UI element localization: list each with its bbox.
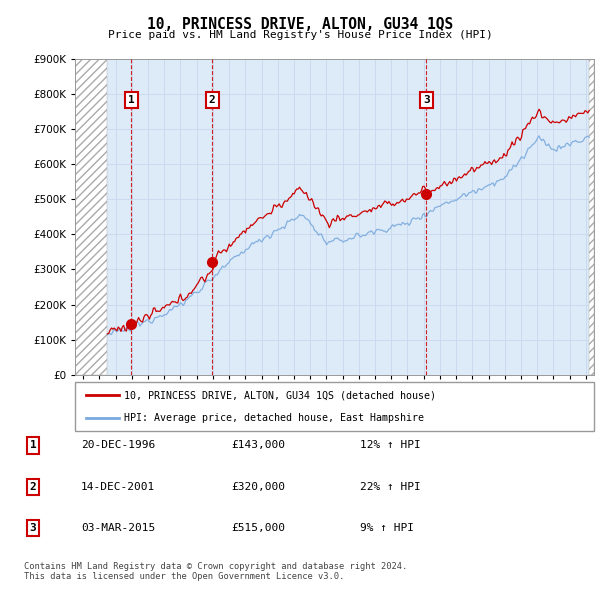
Text: 2: 2 xyxy=(209,95,215,105)
Text: 10, PRINCESS DRIVE, ALTON, GU34 1QS: 10, PRINCESS DRIVE, ALTON, GU34 1QS xyxy=(147,17,453,31)
Text: 20-DEC-1996: 20-DEC-1996 xyxy=(81,441,155,450)
Text: HPI: Average price, detached house, East Hampshire: HPI: Average price, detached house, East… xyxy=(124,412,424,422)
Text: Contains HM Land Registry data © Crown copyright and database right 2024.
This d: Contains HM Land Registry data © Crown c… xyxy=(24,562,407,581)
Text: 3: 3 xyxy=(29,523,37,533)
Text: 10, PRINCESS DRIVE, ALTON, GU34 1QS (detached house): 10, PRINCESS DRIVE, ALTON, GU34 1QS (det… xyxy=(124,391,436,401)
Bar xyxy=(589,59,594,375)
Text: 2: 2 xyxy=(29,482,37,491)
Text: 14-DEC-2001: 14-DEC-2001 xyxy=(81,482,155,491)
Text: 22% ↑ HPI: 22% ↑ HPI xyxy=(360,482,421,491)
Text: 1: 1 xyxy=(128,95,134,105)
Text: 3: 3 xyxy=(423,95,430,105)
Text: £515,000: £515,000 xyxy=(231,523,285,533)
Bar xyxy=(75,59,107,375)
Text: 1: 1 xyxy=(29,441,37,450)
Text: 9% ↑ HPI: 9% ↑ HPI xyxy=(360,523,414,533)
Text: Price paid vs. HM Land Registry's House Price Index (HPI): Price paid vs. HM Land Registry's House … xyxy=(107,30,493,40)
FancyBboxPatch shape xyxy=(75,382,594,431)
Text: £320,000: £320,000 xyxy=(231,482,285,491)
Text: £143,000: £143,000 xyxy=(231,441,285,450)
Text: 12% ↑ HPI: 12% ↑ HPI xyxy=(360,441,421,450)
Text: 03-MAR-2015: 03-MAR-2015 xyxy=(81,523,155,533)
